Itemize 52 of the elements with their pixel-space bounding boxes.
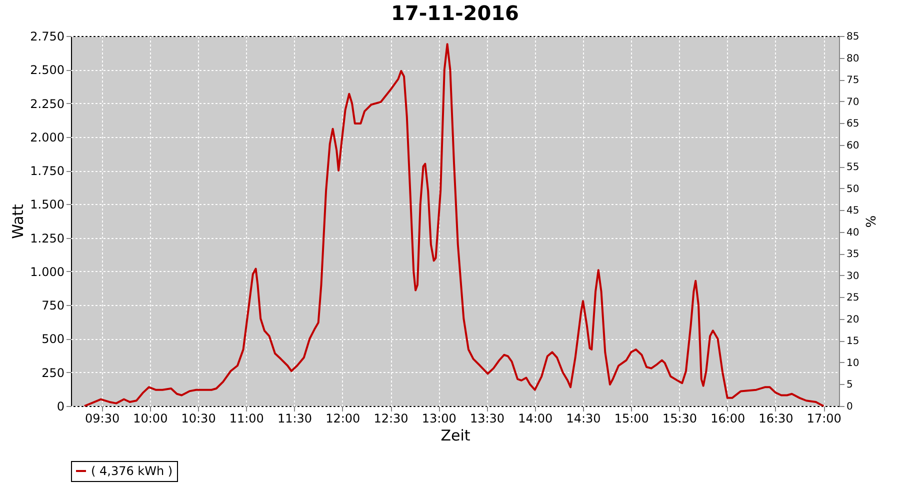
y2-tick-label: 0 [846,402,853,412]
y-tick-label: 1.000 [30,264,64,279]
chart-title: 17-11-2016 [391,1,519,25]
y2-tick-label: 65 [846,118,860,130]
y-tick-label: 1.500 [30,198,64,212]
x-tick-label: 17:00 [806,412,842,426]
x-tick-label: 13:00 [422,412,456,426]
y-tick-label: 750 [42,298,64,313]
y2-tick-label: 5 [846,380,853,391]
y-tick-label: 2.750 [30,30,64,44]
y2-tick-label: 55 [846,162,860,174]
x-tick-label: 13:30 [470,412,505,426]
y2-tick-label: 45 [846,206,860,217]
y2-tick-label: 70 [846,96,860,108]
x-tick-label: 11:30 [277,412,312,426]
y2-tick-label: 25 [846,292,860,304]
y2-tick-label: 40 [846,227,860,238]
x-tick-label: 12:30 [374,412,408,426]
x-tick-label: 14:30 [566,412,601,426]
x-tick-label: 10:30 [181,412,216,426]
y2-axis-title: % [862,215,878,228]
legend-label: ( 4,376 kWh ) [91,464,173,478]
x-tick-label: 16:00 [710,412,746,426]
y2-tick-label: 15 [846,336,860,348]
x-tick-label: 15:30 [662,412,698,426]
y-tick-label: 2.000 [30,130,64,144]
x-tick-label: 10:00 [133,412,168,426]
x-tick-label: 11:00 [229,412,264,426]
y2-tick-label: 35 [846,249,860,260]
y2-tick-label: 60 [846,140,860,152]
x-tick-label: 12:00 [326,412,360,426]
x-tick-label: 15:00 [614,412,649,426]
y-tick-label: 500 [42,332,64,346]
y2-tick-label: 30 [846,270,860,282]
x-tick-label: 14:00 [518,412,553,426]
y2-tick-label: 75 [846,75,860,86]
y2-tick-label: 50 [846,184,860,195]
y2-tick-label: 10 [846,358,860,369]
x-tick-label: 16:30 [758,412,794,426]
y2-tick-label: 80 [846,53,860,64]
y-tick-label: 0 [56,400,64,414]
x-tick-label: 09:30 [85,412,120,426]
y2-tick-label: 85 [846,32,860,42]
y-tick-label: 2.250 [30,96,64,111]
x-axis-title: Zeit [440,426,470,444]
y-tick-label: 1.750 [30,164,64,178]
line-series [83,43,825,407]
y-tick-label: 1.250 [30,231,64,246]
y2-tick-label: 20 [846,314,860,326]
y-tick-label: 2.500 [30,63,64,78]
y-axis-title: Watt [9,204,28,239]
y-tick-label: 250 [42,366,64,380]
